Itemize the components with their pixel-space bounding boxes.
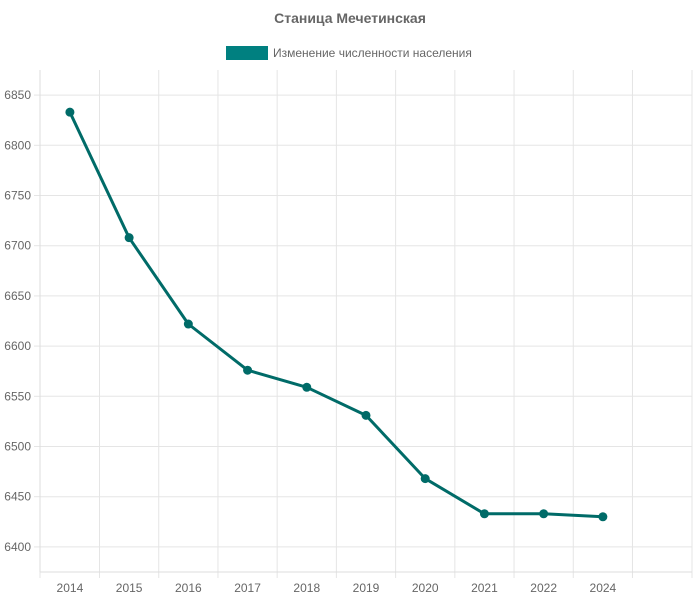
data-point[interactable] bbox=[479, 509, 489, 519]
legend[interactable]: Изменение численности населения bbox=[226, 46, 472, 60]
data-points bbox=[65, 107, 608, 522]
y-tick-label: 6600 bbox=[4, 339, 31, 353]
x-tick-label: 2017 bbox=[234, 581, 261, 595]
x-tick-label: 2014 bbox=[57, 581, 84, 595]
x-tick-label: 2018 bbox=[293, 581, 320, 595]
x-tick-label: 2020 bbox=[412, 581, 439, 595]
x-tick-label: 2022 bbox=[530, 581, 557, 595]
data-point[interactable] bbox=[183, 319, 193, 329]
y-tick-label: 6450 bbox=[4, 490, 31, 504]
series-line bbox=[68, 110, 605, 519]
grid bbox=[34, 70, 693, 578]
data-point[interactable] bbox=[243, 365, 253, 375]
y-axis-ticks: 6850 6800 6750 6700 6650 6600 6550 6500 6450 6400 bbox=[4, 88, 31, 554]
data-point[interactable] bbox=[124, 233, 134, 243]
series-line-group bbox=[68, 110, 605, 519]
data-point[interactable] bbox=[302, 382, 312, 392]
x-tick-label: 2015 bbox=[116, 581, 143, 595]
y-tick-label: 6500 bbox=[4, 440, 31, 454]
y-tick-label: 6850 bbox=[4, 88, 31, 102]
chart-title: Станица Мечетинская bbox=[274, 10, 426, 26]
data-point[interactable] bbox=[539, 509, 549, 519]
x-tick-label: 2021 bbox=[471, 581, 498, 595]
y-tick-label: 6750 bbox=[4, 189, 31, 203]
x-axis-ticks: 2014 2015 2016 2017 2018 2019 2020 2021 2022 2024 bbox=[57, 581, 617, 595]
y-tick-label: 6550 bbox=[4, 389, 31, 403]
x-tick-label: 2019 bbox=[353, 581, 380, 595]
data-point[interactable] bbox=[420, 474, 430, 484]
data-point[interactable] bbox=[65, 107, 75, 117]
data-point[interactable] bbox=[361, 410, 371, 420]
y-tick-label: 6400 bbox=[4, 540, 31, 554]
data-point[interactable] bbox=[598, 512, 608, 522]
y-tick-label: 6700 bbox=[4, 239, 31, 253]
legend-swatch bbox=[226, 46, 268, 60]
x-tick-label: 2024 bbox=[590, 581, 617, 595]
y-tick-label: 6800 bbox=[4, 138, 31, 152]
legend-label: Изменение численности населения bbox=[273, 46, 472, 60]
x-tick-label: 2016 bbox=[175, 581, 202, 595]
y-tick-label: 6650 bbox=[4, 289, 31, 303]
